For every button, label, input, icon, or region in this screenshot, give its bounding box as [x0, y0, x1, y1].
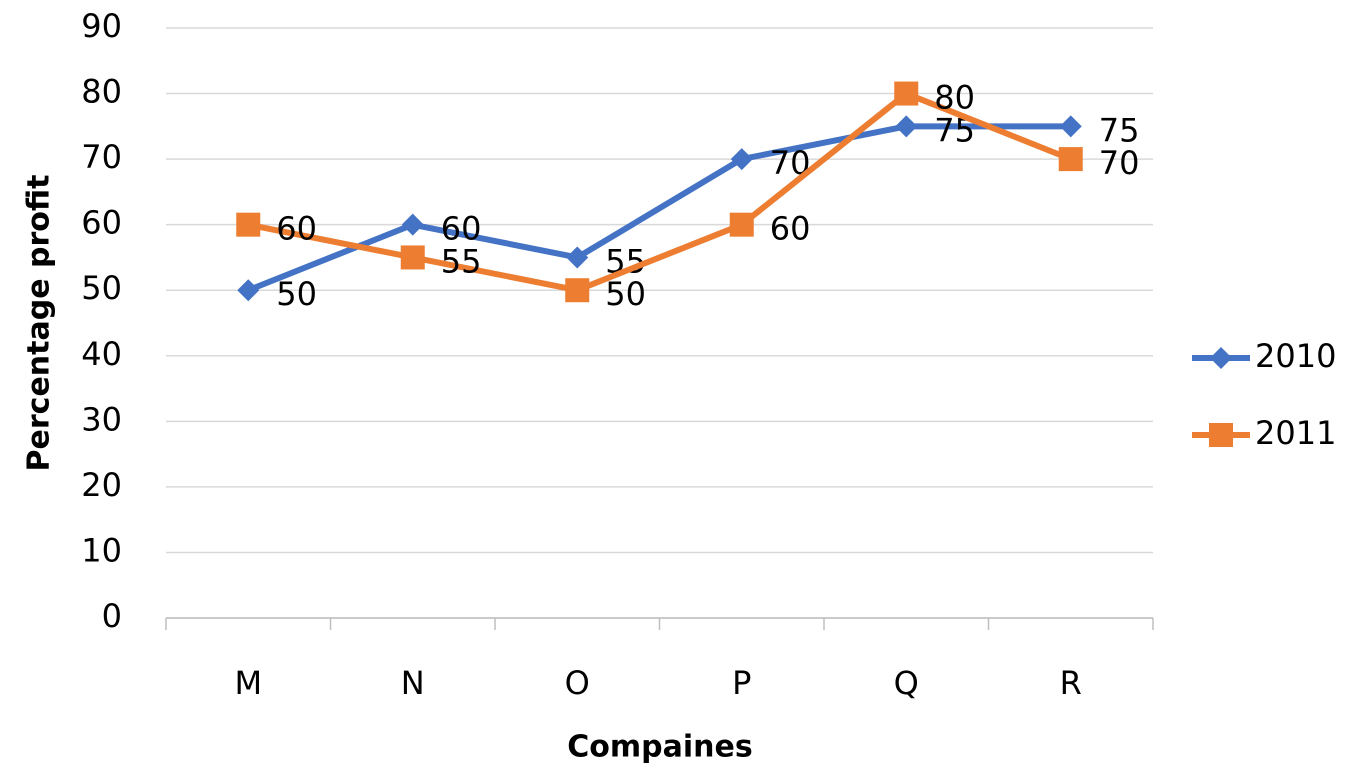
x-tick-label: O: [565, 664, 590, 702]
x-tick-label: P: [732, 664, 751, 702]
x-axis-title: Compaines: [567, 730, 752, 765]
marker-diamond: [1059, 115, 1082, 138]
y-tick-label: 10: [81, 531, 122, 569]
marker-square: [565, 278, 590, 303]
y-tick-label: 70: [81, 138, 122, 176]
marker-square: [1058, 147, 1083, 172]
data-label: 55: [441, 242, 482, 280]
data-label: 60: [276, 210, 317, 248]
marker-diamond: [401, 213, 424, 236]
y-tick-label: 20: [81, 466, 122, 504]
x-tick-label: R: [1060, 664, 1082, 702]
data-label: 75: [1099, 111, 1140, 149]
data-label: 50: [276, 275, 317, 313]
x-tick-label: N: [401, 664, 425, 702]
y-axis-title: Percentage profit: [22, 175, 57, 472]
data-label: 80: [934, 79, 975, 117]
y-tick-label: 50: [81, 269, 122, 307]
marker-square: [400, 245, 425, 270]
y-tick-label: 30: [81, 400, 122, 438]
y-tick-label: 90: [81, 7, 122, 45]
marker-diamond: [237, 279, 260, 302]
data-label: 70: [1099, 144, 1140, 182]
x-tick-label: M: [234, 664, 262, 702]
marker-diamond: [1210, 347, 1232, 369]
data-label: 60: [441, 210, 482, 248]
series-line: [247, 123, 1071, 294]
y-tick-label: 40: [81, 335, 122, 373]
marker-diamond: [895, 115, 918, 138]
legend-label: 2011: [1255, 414, 1336, 452]
legend-label: 2010: [1255, 337, 1336, 375]
series-line: [247, 90, 1072, 294]
marker-diamond: [566, 246, 589, 269]
y-tick-label: 0: [102, 597, 122, 635]
y-tick-label: 80: [81, 73, 122, 111]
marker-diamond: [730, 148, 753, 171]
marker-square: [236, 212, 261, 237]
marker-square: [1209, 423, 1233, 447]
data-label: 50: [605, 275, 646, 313]
marker-square: [729, 212, 754, 237]
data-label: 60: [770, 210, 811, 248]
marker-square: [894, 81, 919, 106]
x-tick-label: Q: [894, 664, 919, 702]
y-tick-label: 60: [81, 204, 122, 242]
